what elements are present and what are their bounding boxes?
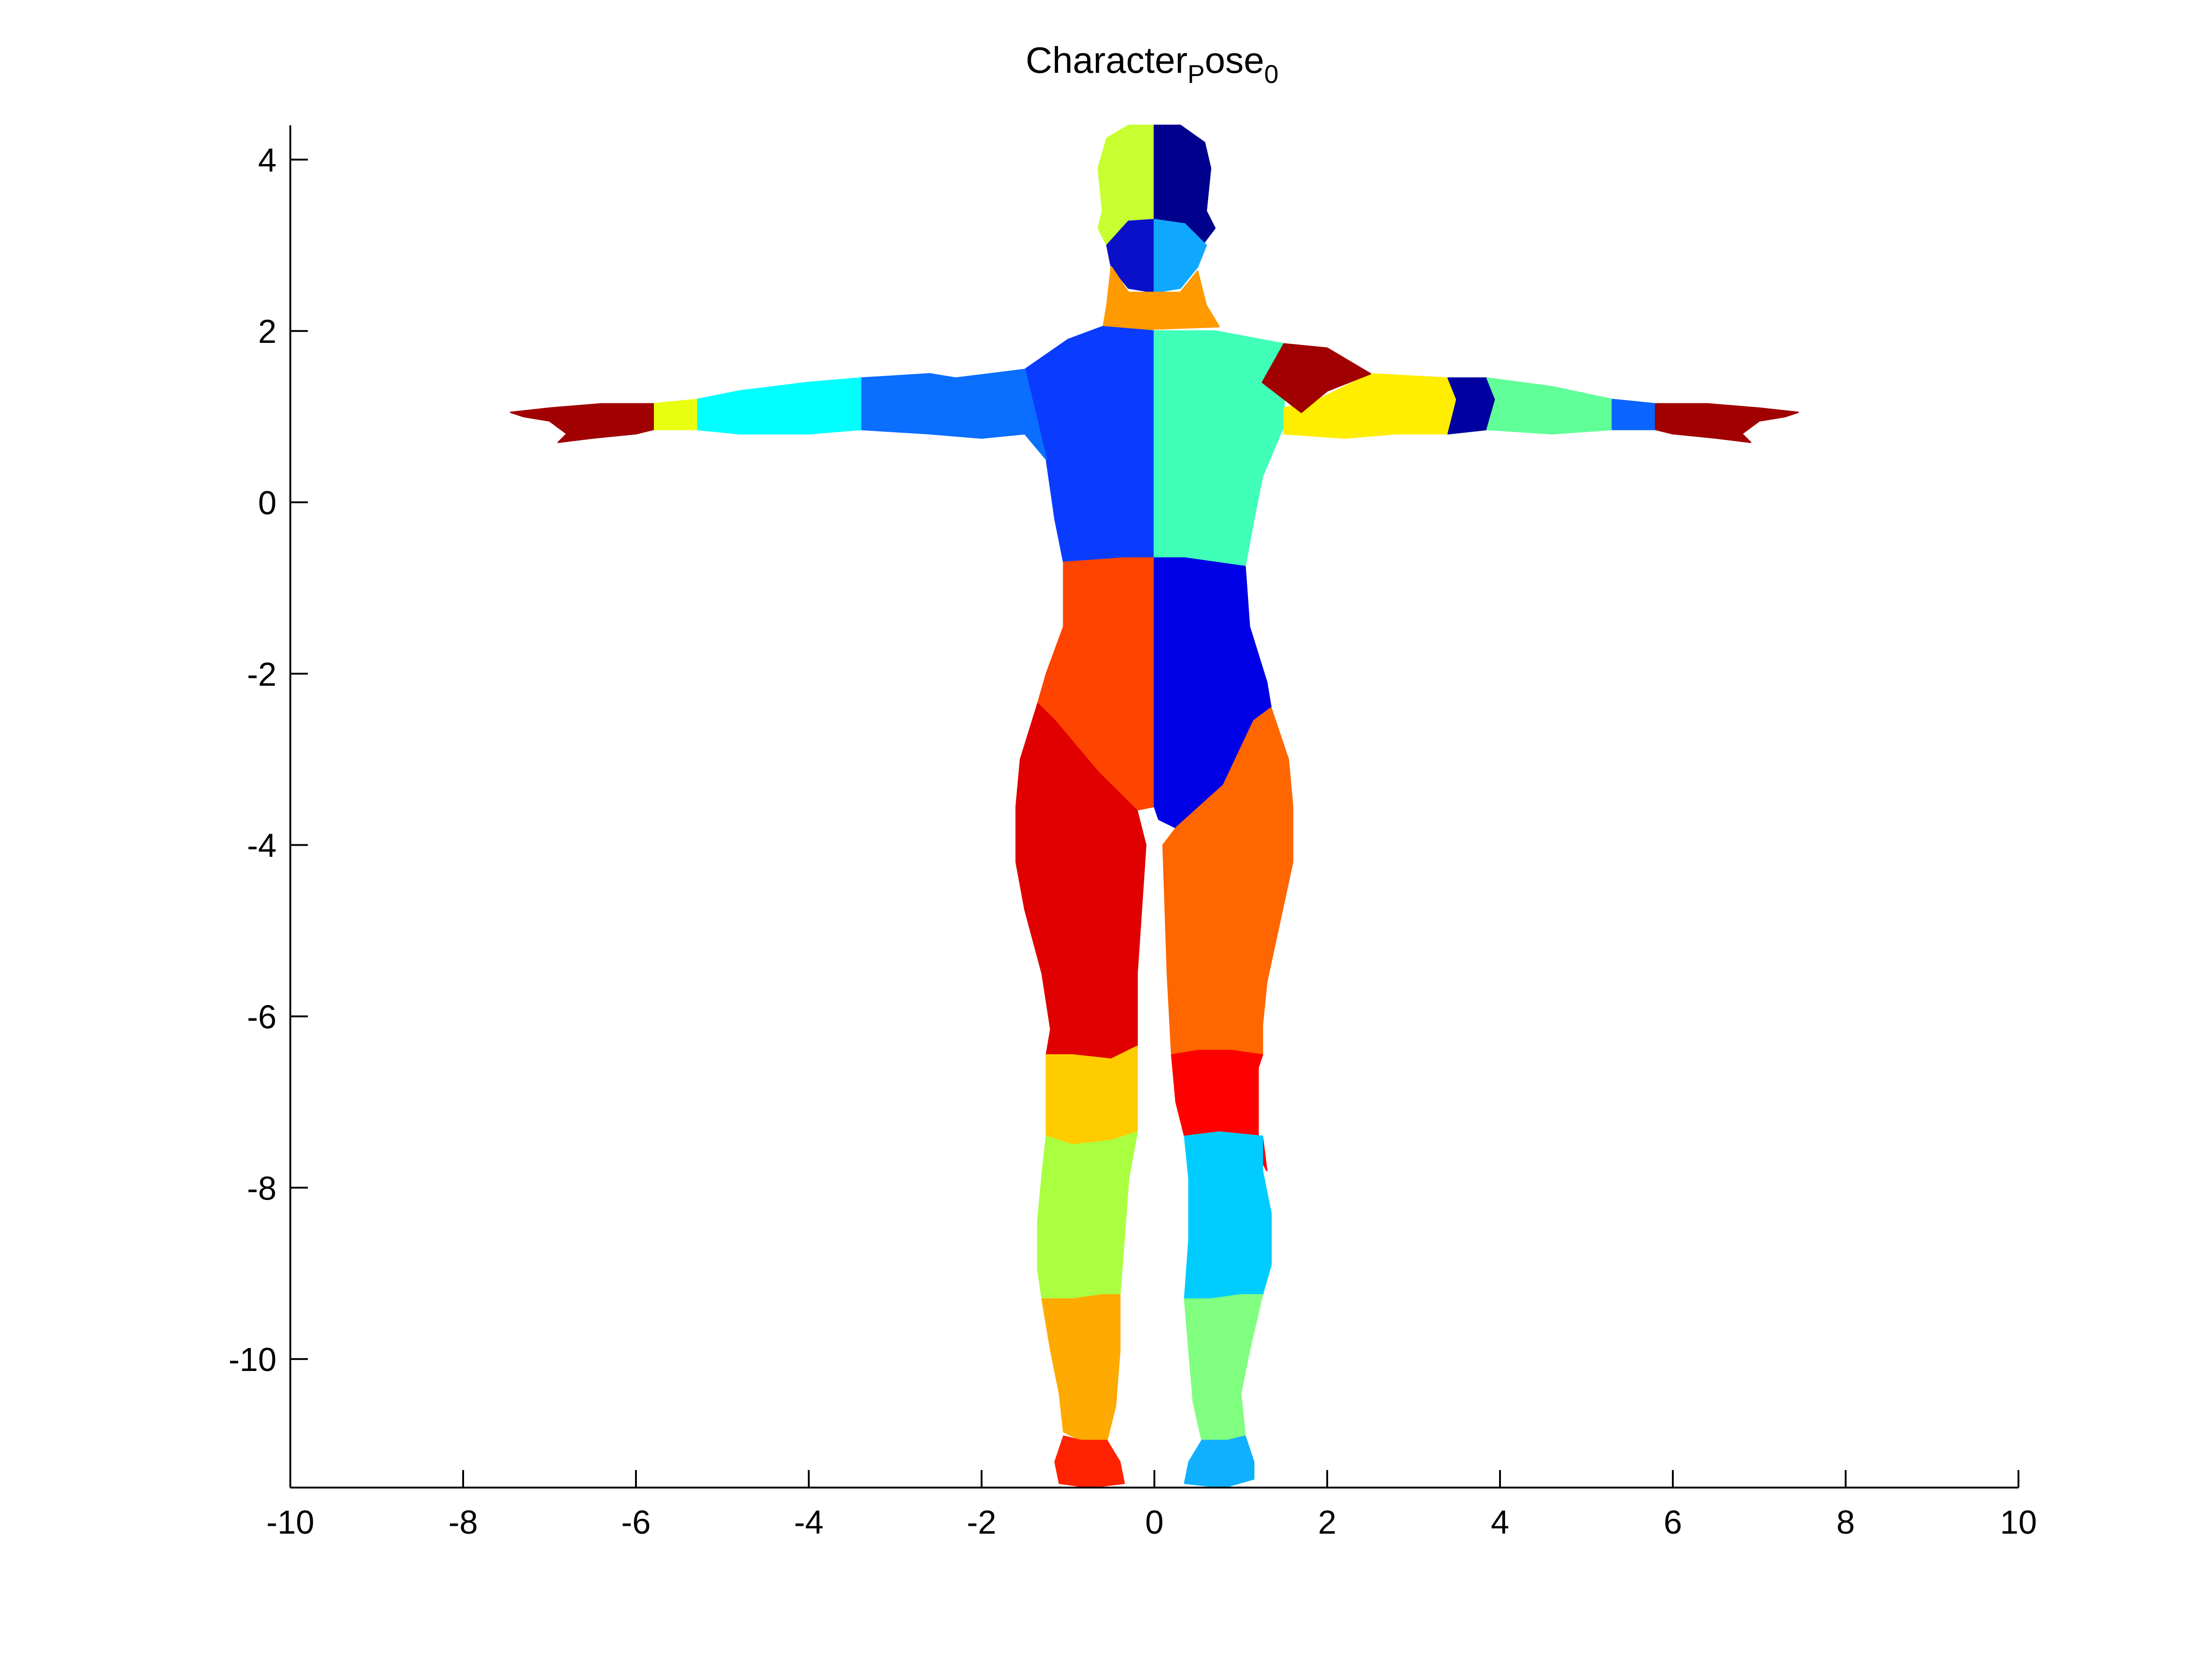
x-tick-label: 10	[2000, 1504, 2037, 1541]
chart-title-sub: P	[1188, 59, 1205, 88]
x-tick-label: -10	[266, 1504, 314, 1541]
patch-ankle-right	[1184, 1294, 1263, 1441]
patch-knee-left	[1046, 1046, 1138, 1146]
y-tick-label: -4	[247, 828, 276, 865]
patch-foot-right	[1184, 1435, 1255, 1488]
patch-wrist-right	[1612, 399, 1656, 430]
x-tick-label: 0	[1145, 1504, 1164, 1541]
x-tick-label: 2	[1318, 1504, 1336, 1541]
x-tick-label: 8	[1836, 1504, 1855, 1541]
y-tick-label: 4	[258, 142, 276, 179]
chart-title-sub2: 0	[1264, 59, 1278, 88]
y-tick-label: 2	[258, 313, 276, 350]
x-tick-label: -8	[448, 1504, 478, 1541]
x-tick-label: 4	[1491, 1504, 1509, 1541]
patch-wrist-left	[653, 399, 697, 430]
chart-title: CharacterPose0	[1026, 40, 1279, 88]
patch-ankle-left	[1041, 1294, 1121, 1441]
patch-hand-right	[1655, 403, 1799, 443]
y-tick-label: -8	[247, 1170, 276, 1207]
x-axis-ticks: -10 -8 -6 -4 -2 0 2 4 6 8 10	[266, 1470, 2037, 1541]
x-tick-label: 6	[1664, 1504, 1682, 1541]
y-axis-ticks: 4 2 0 -2 -4 -6 -8 -10	[229, 142, 308, 1378]
y-tick-label: -10	[229, 1341, 276, 1378]
patch-shin-right	[1184, 1131, 1272, 1300]
patch-neck	[1102, 266, 1220, 332]
body-patches	[510, 124, 1799, 1488]
patch-shoulder-right	[1261, 343, 1371, 413]
patch-hand-left	[510, 403, 654, 443]
x-tick-label: -2	[967, 1504, 996, 1541]
x-tick-label: -6	[621, 1504, 651, 1541]
y-tick-label: -6	[247, 999, 276, 1035]
chart-title-main: Character	[1026, 40, 1188, 81]
y-tick-label: 0	[258, 485, 276, 522]
x-tick-label: -4	[794, 1504, 824, 1541]
patch-forearm-right	[1486, 377, 1613, 435]
y-tick-label: -2	[247, 656, 276, 693]
chart-title-rest: ose	[1205, 40, 1264, 81]
patch-foot-left	[1054, 1435, 1125, 1488]
